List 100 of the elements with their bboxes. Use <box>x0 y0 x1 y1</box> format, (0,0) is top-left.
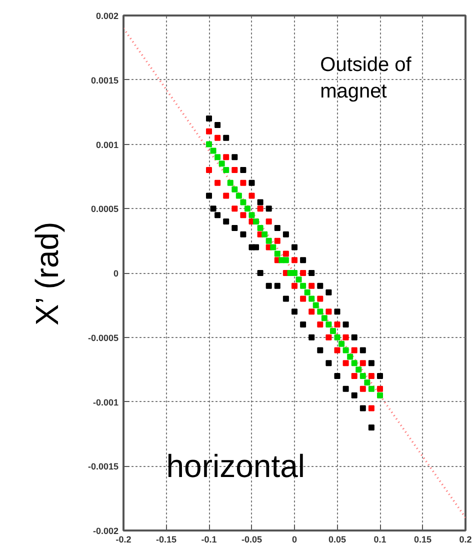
x-tick-label: -0.15 <box>156 534 177 544</box>
point <box>206 167 212 173</box>
point <box>317 282 324 289</box>
point <box>330 328 336 334</box>
point <box>334 322 340 328</box>
point <box>282 257 289 264</box>
point <box>257 206 264 212</box>
x-tick-label: -0.05 <box>241 534 262 544</box>
point <box>206 116 212 122</box>
x-tick-label: -0.1 <box>201 534 217 544</box>
point <box>240 199 246 206</box>
point <box>223 218 230 224</box>
point <box>360 360 366 366</box>
point <box>326 308 332 315</box>
point <box>377 386 383 392</box>
point <box>262 231 268 238</box>
point <box>321 315 328 322</box>
point <box>347 354 354 360</box>
point <box>266 218 272 224</box>
x-tick-label: 0.05 <box>328 534 346 544</box>
point <box>351 373 358 379</box>
point <box>368 373 374 379</box>
point <box>240 231 246 238</box>
y-tick-label: -0.001 <box>92 397 119 408</box>
point <box>364 379 370 386</box>
point <box>257 270 264 276</box>
point <box>240 212 246 218</box>
point <box>308 270 315 276</box>
point <box>274 282 280 289</box>
x-tick-label: 0.15 <box>414 534 432 544</box>
point <box>342 334 349 340</box>
point <box>223 167 230 173</box>
point <box>317 296 324 302</box>
point <box>218 160 225 167</box>
point <box>214 180 221 186</box>
point <box>312 302 319 308</box>
point <box>360 405 366 412</box>
point <box>368 360 374 366</box>
point <box>214 212 221 218</box>
point <box>206 192 212 199</box>
y-tick-label: -0.002 <box>92 526 119 536</box>
annotation: Outside of magnet <box>320 54 412 103</box>
y-tick-label: 0.001 <box>96 140 119 150</box>
point <box>292 282 298 289</box>
point <box>206 128 212 134</box>
point <box>232 224 238 231</box>
point <box>282 250 289 257</box>
point <box>368 386 374 392</box>
point <box>270 244 276 250</box>
x-tick-label: 0 <box>292 534 298 544</box>
point <box>266 282 272 289</box>
point <box>206 141 212 148</box>
point <box>232 154 238 160</box>
point <box>214 154 221 160</box>
point <box>214 122 221 128</box>
point <box>351 347 358 354</box>
point <box>360 386 366 392</box>
y-axis-title: X’ (rad) <box>28 222 65 326</box>
point <box>308 308 315 315</box>
point <box>257 199 264 206</box>
point <box>227 180 234 186</box>
point <box>292 257 298 264</box>
point <box>308 282 315 289</box>
point <box>326 334 332 340</box>
point <box>266 238 272 244</box>
point <box>334 334 340 340</box>
point <box>342 360 349 366</box>
point <box>300 282 306 289</box>
point <box>257 224 264 231</box>
point <box>334 308 340 315</box>
point <box>236 192 242 199</box>
point <box>342 322 349 328</box>
point <box>338 340 345 347</box>
point <box>274 238 280 244</box>
point <box>210 148 216 154</box>
x-tick-label: -0.2 <box>116 534 132 544</box>
point <box>342 386 349 392</box>
x-tick-label: 0.1 <box>374 534 386 544</box>
point <box>210 206 216 212</box>
point <box>240 180 246 186</box>
point <box>296 276 302 282</box>
point <box>308 296 315 302</box>
point <box>274 224 280 231</box>
point <box>253 218 260 224</box>
y-tick-label: -0.0015 <box>88 462 119 472</box>
y-tick-label: -0.0005 <box>88 332 119 343</box>
annotation: horizontal <box>166 448 305 484</box>
point <box>326 360 332 366</box>
point <box>360 373 366 379</box>
point <box>214 134 221 141</box>
point <box>300 257 306 264</box>
point <box>292 308 298 315</box>
point <box>223 134 230 141</box>
point <box>223 192 230 199</box>
point <box>342 347 349 354</box>
point <box>326 322 332 328</box>
point <box>253 244 260 250</box>
point <box>300 296 306 302</box>
point <box>317 347 324 354</box>
point <box>377 373 383 379</box>
